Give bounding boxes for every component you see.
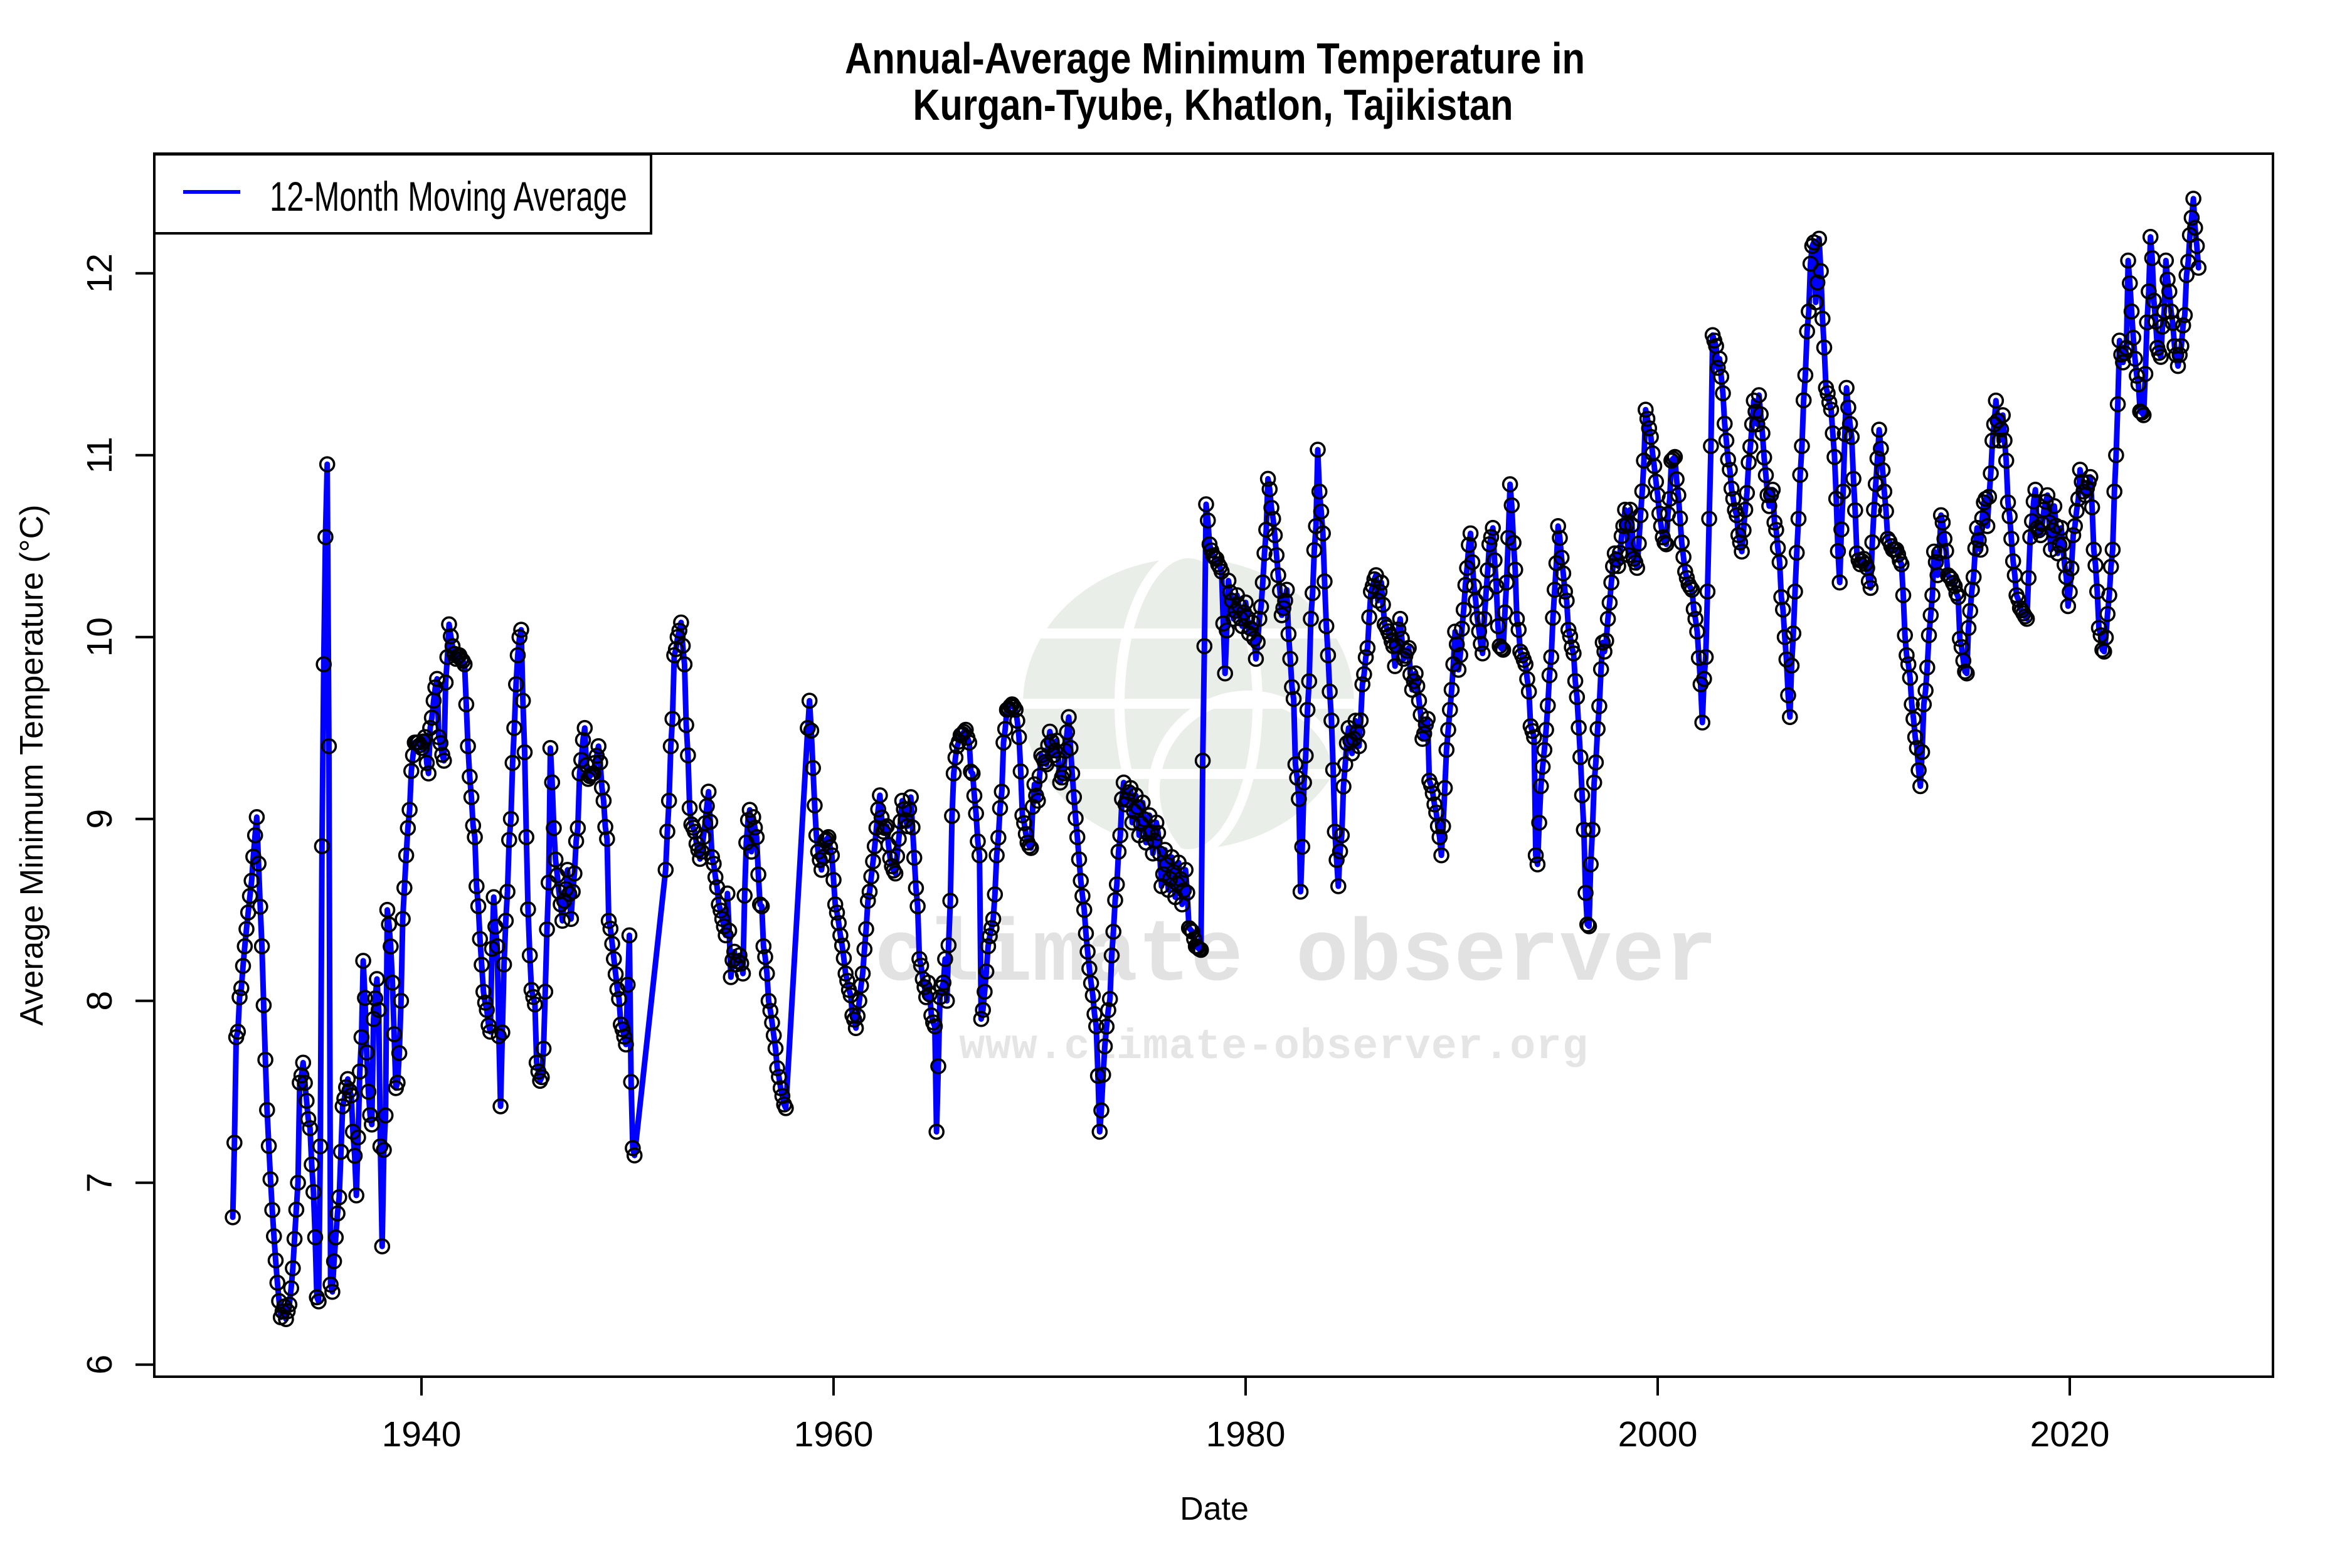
svg-text:7: 7 <box>80 1173 120 1193</box>
svg-text:climate observer: climate observer <box>874 907 1717 1007</box>
svg-text:Average Minimum Temperature (°: Average Minimum Temperature (°C) <box>14 505 50 1026</box>
svg-text:Annual-Average Minimum Tempera: Annual-Average Minimum Temperature in <box>845 34 1585 83</box>
svg-text:12-Month Moving Average: 12-Month Moving Average <box>270 173 627 220</box>
svg-text:Date: Date <box>1180 1491 1249 1527</box>
svg-text:8: 8 <box>80 991 120 1011</box>
svg-text:9: 9 <box>80 809 120 829</box>
svg-text:2000: 2000 <box>1618 1414 1698 1454</box>
svg-text:6: 6 <box>80 1355 120 1375</box>
svg-text:1940: 1940 <box>382 1414 462 1454</box>
svg-text:12: 12 <box>80 253 120 293</box>
svg-text:1980: 1980 <box>1206 1414 1286 1454</box>
svg-text:11: 11 <box>80 437 120 474</box>
svg-text:www.climate-observer.org: www.climate-observer.org <box>959 1023 1588 1071</box>
svg-text:1960: 1960 <box>794 1414 874 1454</box>
svg-text:10: 10 <box>80 617 120 657</box>
svg-text:Kurgan-Tyube, Khatlon, Tajikis: Kurgan-Tyube, Khatlon, Tajikistan <box>913 80 1513 129</box>
svg-text:2020: 2020 <box>2030 1414 2110 1454</box>
